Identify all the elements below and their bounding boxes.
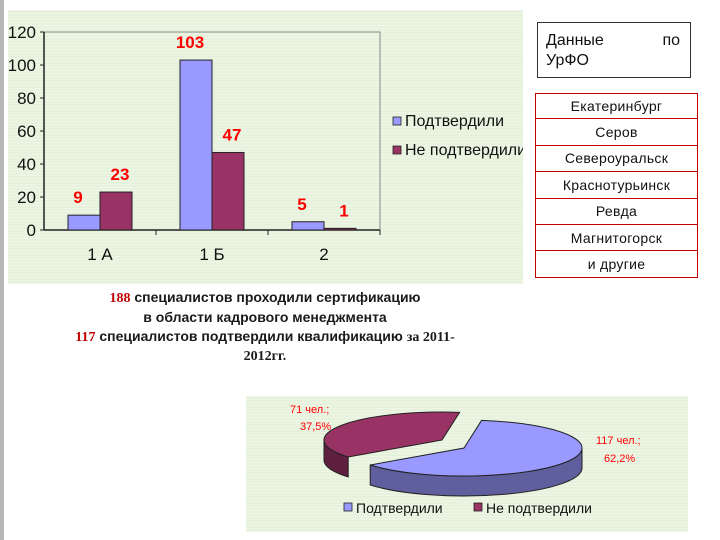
bar-chart-panel: 0 20 40 60 80 100 120 1 А 9 23 1 Б 103 47 2 5 1 Подтверд… <box>8 10 523 284</box>
bar-value-label: 9 <box>73 188 82 207</box>
bar-not-confirmed <box>99 191 133 231</box>
info-box-right: по <box>662 32 680 49</box>
pie-legend-label: Не подтвердили <box>486 500 592 516</box>
bar-value-label: 1 <box>339 201 348 220</box>
y-tick-label: 40 <box>17 155 36 174</box>
bar-not-confirmed <box>211 151 245 231</box>
pie-legend-swatch <box>473 502 483 512</box>
pie-chart: 71 чел.; 37,5% 117 чел.; 62,2% Подтвердили Не… <box>290 404 641 516</box>
legend-label: Не подтвердили <box>405 142 523 159</box>
info-box-line2: УрФО <box>546 52 589 69</box>
caption-line-3: 117 специалистов подтвердили квалификаци… <box>0 327 530 347</box>
bar-confirmed <box>291 221 325 231</box>
pie-slice-confirmed-top <box>370 419 583 477</box>
city-item: Ревда <box>535 198 698 225</box>
bar-confirmed <box>67 214 101 231</box>
city-item: Магнитогорск <box>535 224 698 252</box>
y-tick-label: 80 <box>17 89 36 108</box>
legend-label: Подтвердили <box>405 113 504 130</box>
city-item: Краснотурьинск <box>535 172 698 199</box>
bar-not-confirmed <box>323 227 357 231</box>
pie-label-confirmed-count: 117 чел.; <box>596 435 641 447</box>
pie-slice-confirmed-group <box>369 419 583 497</box>
pie-legend-label: Подтвердили <box>356 500 443 516</box>
caption-years: за 2011- <box>406 330 455 345</box>
city-list: Екатеринбург Серов Североуральск Краснот… <box>535 93 698 278</box>
y-tick-label: 120 <box>8 23 36 42</box>
caption-text-1: специалистов проходили сертификацию <box>130 289 421 305</box>
y-tick-label: 20 <box>17 188 36 207</box>
bar-value-label: 47 <box>223 125 242 144</box>
pie-chart-panel: 71 чел.; 37,5% 117 чел.; 62,2% Подтвердили Не… <box>246 396 688 532</box>
city-item: Серов <box>535 119 698 146</box>
pie-label-not-confirmed-count: 71 чел.; <box>290 404 329 416</box>
info-box-left: Данные <box>546 32 604 49</box>
x-tick-label: 2 <box>319 245 328 264</box>
y-tick-label: 100 <box>8 56 36 75</box>
caption-text-3: специалистов подтвердили квалификацию <box>95 328 407 344</box>
x-tick-label: 1 Б <box>199 245 224 264</box>
city-item: Североуральск <box>535 145 698 173</box>
info-box: Данные по УрФО <box>537 22 691 78</box>
slide-left-stripe <box>0 0 4 540</box>
caption-line-1: 188 специалистов проходили сертификацию <box>0 288 530 308</box>
caption-number-188: 188 <box>109 291 131 306</box>
city-item: и другие <box>535 251 698 278</box>
legend-swatch <box>392 116 402 126</box>
bar-value-label: 103 <box>176 33 204 52</box>
legend-swatch <box>392 145 402 155</box>
caption-line-4: 2012гг. <box>243 349 287 364</box>
caption-line-2: в области кадрового менеджмента <box>143 309 387 325</box>
y-tick-label: 60 <box>17 122 36 141</box>
caption-number-117: 117 <box>75 330 96 345</box>
pie-slice-not-confirmed-group <box>323 411 461 478</box>
summary-caption: 188 специалистов проходили сертификацию … <box>0 288 530 366</box>
city-item: Екатеринбург <box>535 93 698 120</box>
pie-slice-not-confirmed-top <box>323 411 461 458</box>
bar-chart: 0 20 40 60 80 100 120 1 А 9 23 1 Б 103 47 2 5 1 Подтверд… <box>8 23 523 264</box>
y-tick-label: 0 <box>27 221 36 240</box>
pie-label-not-confirmed-percent: 37,5% <box>300 421 331 433</box>
bar-value-label: 5 <box>297 195 306 214</box>
bar-confirmed <box>179 59 213 231</box>
pie-label-confirmed-percent: 62,2% <box>604 453 635 465</box>
bar-value-label: 23 <box>111 165 130 184</box>
pie-legend-swatch <box>343 502 353 512</box>
x-tick-label: 1 А <box>87 245 113 264</box>
